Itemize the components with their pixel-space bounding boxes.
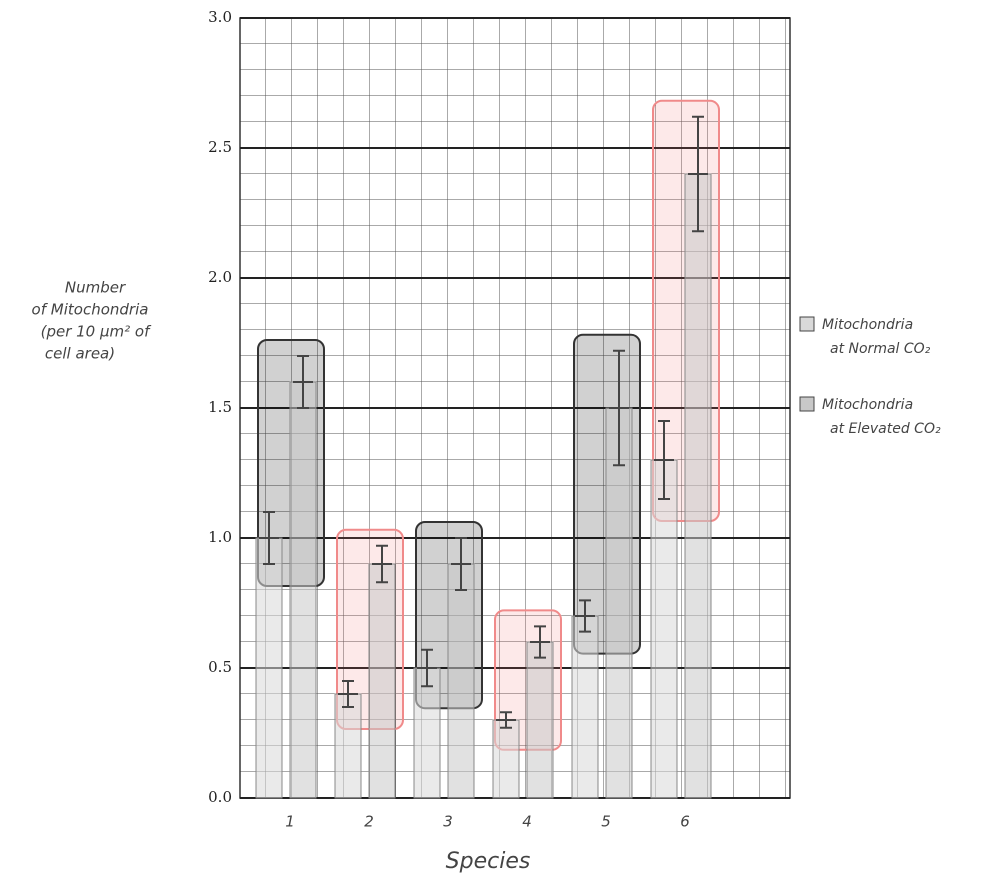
legend-label: Mitochondria at Normal CO₂ xyxy=(822,317,931,357)
legend-line: at Elevated CO₂ xyxy=(830,421,941,437)
y-axis-label-line: cell area) xyxy=(45,345,115,363)
bar xyxy=(414,668,440,798)
bar xyxy=(651,460,677,798)
x-tick-label: 5 xyxy=(601,813,611,831)
x-tick-label: 1 xyxy=(285,813,295,831)
y-tick-label: 1.5 xyxy=(208,398,232,416)
legend-line: at Normal CO₂ xyxy=(830,341,931,357)
legend-line: Mitochondria xyxy=(822,397,913,413)
bar xyxy=(369,564,395,798)
x-tick-label: 4 xyxy=(522,813,532,831)
y-axis-label-line: (per 10 μm² of xyxy=(41,323,153,341)
y-axis-label-line: Number xyxy=(65,279,126,297)
x-tick-label: 2 xyxy=(364,813,374,831)
y-tick-label: 2.5 xyxy=(208,138,232,156)
legend-label: Mitochondria at Elevated CO₂ xyxy=(822,397,941,437)
bar xyxy=(256,538,282,798)
legend-swatch xyxy=(800,397,814,411)
legend-swatch xyxy=(800,317,814,331)
y-tick-label: 3.0 xyxy=(208,8,232,26)
bar xyxy=(290,382,316,798)
bar xyxy=(493,720,519,798)
bar xyxy=(606,408,632,798)
bar xyxy=(335,694,361,798)
y-tick-label: 0.5 xyxy=(208,658,232,676)
bar xyxy=(448,564,474,798)
y-tick-label: 0.0 xyxy=(208,788,232,806)
y-axis-label-line: of Mitochondria xyxy=(32,301,149,319)
y-tick-label: 2.0 xyxy=(208,268,232,286)
y-axis-label: Number of Mitochondria (per 10 μm² of cell … xyxy=(32,279,153,363)
chart: Number of Mitochondria (per 10 μm² of cell … xyxy=(0,0,1002,879)
x-axis-label: Species xyxy=(446,849,531,874)
page: Number of Mitochondria (per 10 μm² of cell … xyxy=(0,0,1002,879)
bar xyxy=(685,174,711,798)
legend-line: Mitochondria xyxy=(822,317,913,333)
x-tick-label: 3 xyxy=(443,813,453,831)
x-tick-label: 6 xyxy=(680,813,690,831)
bar xyxy=(572,616,598,798)
y-tick-label: 1.0 xyxy=(208,528,232,546)
bar xyxy=(527,642,553,798)
